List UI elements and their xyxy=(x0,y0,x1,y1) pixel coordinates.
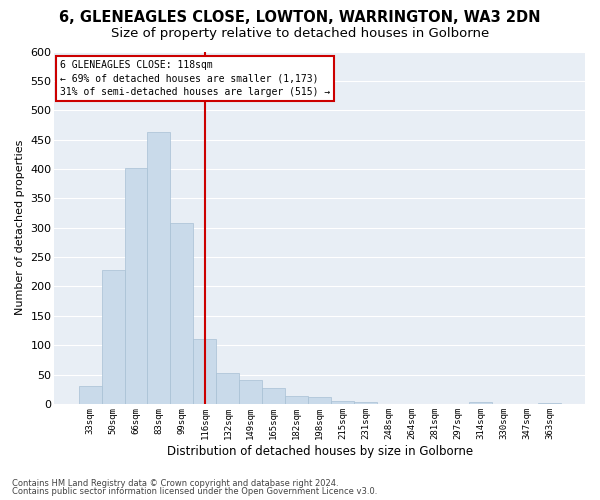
Bar xyxy=(262,388,285,404)
Bar xyxy=(101,270,125,404)
Text: Size of property relative to detached houses in Golborne: Size of property relative to detached ho… xyxy=(111,28,489,40)
Bar xyxy=(125,168,148,404)
Bar xyxy=(217,374,239,404)
Bar xyxy=(538,402,561,404)
Bar xyxy=(239,380,262,404)
Bar xyxy=(285,396,308,404)
Bar xyxy=(193,338,217,404)
Bar xyxy=(469,402,492,404)
Bar xyxy=(79,386,101,404)
Bar xyxy=(148,132,170,404)
X-axis label: Distribution of detached houses by size in Golborne: Distribution of detached houses by size … xyxy=(167,444,473,458)
Text: 6, GLENEAGLES CLOSE, LOWTON, WARRINGTON, WA3 2DN: 6, GLENEAGLES CLOSE, LOWTON, WARRINGTON,… xyxy=(59,10,541,25)
Text: Contains public sector information licensed under the Open Government Licence v3: Contains public sector information licen… xyxy=(12,487,377,496)
Bar xyxy=(170,223,193,404)
Text: 6 GLENEAGLES CLOSE: 118sqm
← 69% of detached houses are smaller (1,173)
31% of s: 6 GLENEAGLES CLOSE: 118sqm ← 69% of deta… xyxy=(60,60,330,96)
Bar xyxy=(308,397,331,404)
Text: Contains HM Land Registry data © Crown copyright and database right 2024.: Contains HM Land Registry data © Crown c… xyxy=(12,478,338,488)
Y-axis label: Number of detached properties: Number of detached properties xyxy=(15,140,25,316)
Bar xyxy=(331,401,354,404)
Bar xyxy=(354,402,377,404)
